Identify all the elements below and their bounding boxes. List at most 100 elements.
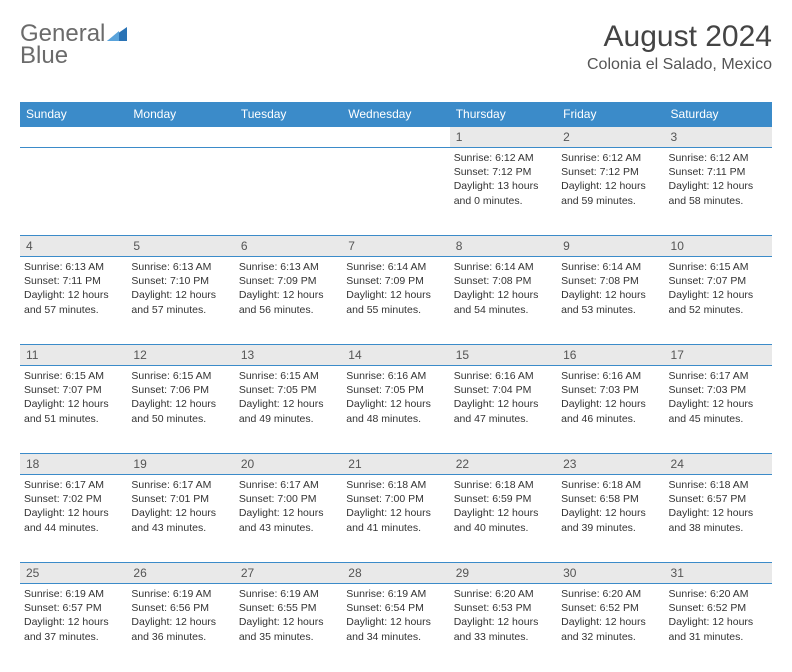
sunrise-line: Sunrise: 6:14 AM xyxy=(561,260,660,274)
header-wednesday: Wednesday xyxy=(342,102,449,127)
day-number: 19 xyxy=(127,454,234,475)
sunrise-line: Sunrise: 6:16 AM xyxy=(561,369,660,383)
sunset-line: Sunset: 7:12 PM xyxy=(561,165,660,179)
day-number xyxy=(342,127,449,148)
day-number: 20 xyxy=(235,454,342,475)
day-cell: Sunrise: 6:14 AMSunset: 7:09 PMDaylight:… xyxy=(342,257,449,345)
day-cell: Sunrise: 6:18 AMSunset: 6:57 PMDaylight:… xyxy=(665,475,772,563)
daylight-line: Daylight: 12 hours and 57 minutes. xyxy=(24,288,123,316)
day-cell: Sunrise: 6:14 AMSunset: 7:08 PMDaylight:… xyxy=(557,257,664,345)
day-number: 14 xyxy=(342,345,449,366)
day-num-row: 45678910 xyxy=(20,236,772,257)
sunset-line: Sunset: 7:10 PM xyxy=(131,274,230,288)
daylight-line: Daylight: 12 hours and 31 minutes. xyxy=(669,615,768,643)
title-block: August 2024 Colonia el Salado, Mexico xyxy=(587,20,772,74)
sunrise-line: Sunrise: 6:17 AM xyxy=(24,478,123,492)
daylight-line: Daylight: 12 hours and 32 minutes. xyxy=(561,615,660,643)
day-cell: Sunrise: 6:19 AMSunset: 6:54 PMDaylight:… xyxy=(342,584,449,672)
day-cell: Sunrise: 6:18 AMSunset: 7:00 PMDaylight:… xyxy=(342,475,449,563)
day-cell: Sunrise: 6:18 AMSunset: 6:59 PMDaylight:… xyxy=(450,475,557,563)
sunset-line: Sunset: 6:52 PM xyxy=(561,601,660,615)
week-row: Sunrise: 6:13 AMSunset: 7:11 PMDaylight:… xyxy=(20,257,772,345)
week-row: Sunrise: 6:12 AMSunset: 7:12 PMDaylight:… xyxy=(20,148,772,236)
sunset-line: Sunset: 7:08 PM xyxy=(561,274,660,288)
sunset-line: Sunset: 6:58 PM xyxy=(561,492,660,506)
sunset-line: Sunset: 7:01 PM xyxy=(131,492,230,506)
daylight-line: Daylight: 12 hours and 58 minutes. xyxy=(669,179,768,207)
day-cell: Sunrise: 6:12 AMSunset: 7:12 PMDaylight:… xyxy=(557,148,664,236)
sunset-line: Sunset: 6:55 PM xyxy=(239,601,338,615)
day-cell: Sunrise: 6:15 AMSunset: 7:07 PMDaylight:… xyxy=(20,366,127,454)
day-number: 18 xyxy=(20,454,127,475)
day-number: 12 xyxy=(127,345,234,366)
day-number: 13 xyxy=(235,345,342,366)
daylight-line: Daylight: 12 hours and 34 minutes. xyxy=(346,615,445,643)
sunset-line: Sunset: 6:57 PM xyxy=(24,601,123,615)
sunrise-line: Sunrise: 6:15 AM xyxy=(24,369,123,383)
day-number: 25 xyxy=(20,563,127,584)
header-sunday: Sunday xyxy=(20,102,127,127)
sunrise-line: Sunrise: 6:15 AM xyxy=(131,369,230,383)
sunrise-line: Sunrise: 6:20 AM xyxy=(561,587,660,601)
day-number: 30 xyxy=(557,563,664,584)
day-cell: Sunrise: 6:17 AMSunset: 7:01 PMDaylight:… xyxy=(127,475,234,563)
daylight-line: Daylight: 12 hours and 38 minutes. xyxy=(669,506,768,534)
day-number: 4 xyxy=(20,236,127,257)
day-cell: Sunrise: 6:17 AMSunset: 7:00 PMDaylight:… xyxy=(235,475,342,563)
sunset-line: Sunset: 6:53 PM xyxy=(454,601,553,615)
daylight-line: Daylight: 13 hours and 0 minutes. xyxy=(454,179,553,207)
daylight-line: Daylight: 12 hours and 33 minutes. xyxy=(454,615,553,643)
day-cell: Sunrise: 6:19 AMSunset: 6:56 PMDaylight:… xyxy=(127,584,234,672)
day-cell: Sunrise: 6:13 AMSunset: 7:11 PMDaylight:… xyxy=(20,257,127,345)
sunrise-line: Sunrise: 6:18 AM xyxy=(669,478,768,492)
sunset-line: Sunset: 7:12 PM xyxy=(454,165,553,179)
sunset-line: Sunset: 7:11 PM xyxy=(24,274,123,288)
calendar-body: 123Sunrise: 6:12 AMSunset: 7:12 PMDaylig… xyxy=(20,127,772,672)
sunset-line: Sunset: 6:59 PM xyxy=(454,492,553,506)
daylight-line: Daylight: 12 hours and 48 minutes. xyxy=(346,397,445,425)
sunrise-line: Sunrise: 6:17 AM xyxy=(239,478,338,492)
sunset-line: Sunset: 6:54 PM xyxy=(346,601,445,615)
day-cell: Sunrise: 6:16 AMSunset: 7:04 PMDaylight:… xyxy=(450,366,557,454)
day-num-row: 11121314151617 xyxy=(20,345,772,366)
sunset-line: Sunset: 6:56 PM xyxy=(131,601,230,615)
day-cell: Sunrise: 6:16 AMSunset: 7:03 PMDaylight:… xyxy=(557,366,664,454)
daylight-line: Daylight: 12 hours and 55 minutes. xyxy=(346,288,445,316)
sunrise-line: Sunrise: 6:13 AM xyxy=(239,260,338,274)
day-cell xyxy=(20,148,127,236)
sunrise-line: Sunrise: 6:19 AM xyxy=(24,587,123,601)
sunset-line: Sunset: 6:52 PM xyxy=(669,601,768,615)
daylight-line: Daylight: 12 hours and 45 minutes. xyxy=(669,397,768,425)
day-cell: Sunrise: 6:13 AMSunset: 7:10 PMDaylight:… xyxy=(127,257,234,345)
day-number: 21 xyxy=(342,454,449,475)
location-text: Colonia el Salado, Mexico xyxy=(587,56,772,74)
daylight-line: Daylight: 12 hours and 35 minutes. xyxy=(239,615,338,643)
day-cell: Sunrise: 6:19 AMSunset: 6:57 PMDaylight:… xyxy=(20,584,127,672)
day-cell: Sunrise: 6:15 AMSunset: 7:05 PMDaylight:… xyxy=(235,366,342,454)
sunrise-line: Sunrise: 6:12 AM xyxy=(454,151,553,165)
sunset-line: Sunset: 6:57 PM xyxy=(669,492,768,506)
brand-line2: Blue xyxy=(20,42,68,70)
month-title: August 2024 xyxy=(587,20,772,54)
day-number: 31 xyxy=(665,563,772,584)
sunrise-line: Sunrise: 6:12 AM xyxy=(561,151,660,165)
day-number: 22 xyxy=(450,454,557,475)
day-number xyxy=(235,127,342,148)
day-cell: Sunrise: 6:20 AMSunset: 6:52 PMDaylight:… xyxy=(665,584,772,672)
day-number xyxy=(127,127,234,148)
daylight-line: Daylight: 12 hours and 41 minutes. xyxy=(346,506,445,534)
day-number: 23 xyxy=(557,454,664,475)
day-number: 17 xyxy=(665,345,772,366)
day-num-row: 123 xyxy=(20,127,772,148)
daylight-line: Daylight: 12 hours and 51 minutes. xyxy=(24,397,123,425)
sunset-line: Sunset: 7:06 PM xyxy=(131,383,230,397)
day-cell xyxy=(235,148,342,236)
sunrise-line: Sunrise: 6:15 AM xyxy=(239,369,338,383)
day-number: 3 xyxy=(665,127,772,148)
day-cell: Sunrise: 6:14 AMSunset: 7:08 PMDaylight:… xyxy=(450,257,557,345)
sunset-line: Sunset: 7:08 PM xyxy=(454,274,553,288)
day-cell: Sunrise: 6:18 AMSunset: 6:58 PMDaylight:… xyxy=(557,475,664,563)
sunrise-line: Sunrise: 6:12 AM xyxy=(669,151,768,165)
daylight-line: Daylight: 12 hours and 36 minutes. xyxy=(131,615,230,643)
sunset-line: Sunset: 7:09 PM xyxy=(346,274,445,288)
